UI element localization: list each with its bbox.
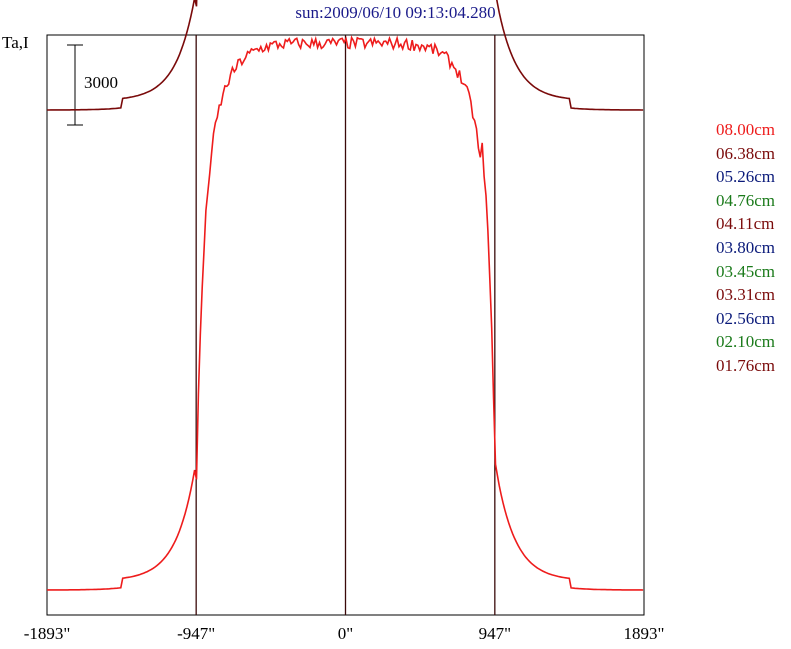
legend-entry: 03.80cm — [716, 237, 776, 257]
series-line-06.38cm — [47, 0, 644, 111]
legend: 08.00cm 06.38cm 05.26cm 04.76cm 04.11cm 03.80… — [716, 118, 775, 378]
x-tick-label: -947" — [177, 624, 216, 643]
x-tick-label: 947" — [478, 624, 512, 643]
chart-title: sun:2009/06/10 09:13:04.280 — [295, 3, 496, 22]
legend-entry: 03.31cm — [716, 285, 776, 305]
legend-entry: 08.00cm — [716, 120, 776, 139]
legend-entry: 02.56cm — [716, 308, 776, 328]
legend-entry: 04.76cm — [716, 190, 776, 210]
legend-entry: 03.45cm — [716, 261, 776, 281]
x-tick-label: 0" — [337, 624, 354, 643]
legend-entry: 04.11cm — [716, 214, 775, 234]
legend-entry: 06.38cm — [716, 143, 776, 163]
legend-entry: 05.26cm — [716, 167, 776, 187]
legend-entry: 01.76cm — [716, 355, 776, 375]
y-axis-label: Ta,I — [2, 33, 29, 52]
scale-bar-label: 3000 — [84, 73, 118, 92]
x-tick-label: 1893" — [623, 624, 665, 643]
x-tick-label: -1893" — [23, 624, 71, 643]
series-line-08.00cm — [46, 35, 644, 591]
legend-entry: 02.10cm — [716, 332, 776, 352]
